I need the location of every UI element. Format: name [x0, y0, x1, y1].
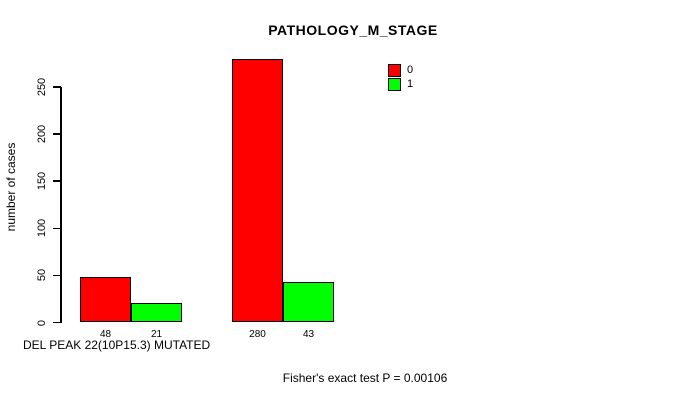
y-tick-mark	[53, 274, 61, 277]
bar-count-label: 21	[150, 329, 163, 340]
legend-row: 1	[388, 77, 413, 91]
bar-series-0-group-2	[232, 58, 283, 323]
y-tick-mark	[53, 133, 61, 135]
y-tick-mark	[53, 86, 61, 88]
y-tick-label: 150	[36, 172, 48, 191]
bar-count-label: 48	[99, 329, 112, 340]
chart-title: PATHOLOGY_M_STAGE	[268, 22, 438, 38]
bar-count-label: 43	[302, 329, 315, 340]
y-tick-mark	[53, 321, 61, 324]
y-tick-label: 200	[36, 124, 48, 144]
legend-row: 0	[388, 63, 413, 77]
y-tick-mark	[53, 180, 61, 182]
bar-series-1-group-2	[283, 281, 334, 323]
bar-count-label: 280	[249, 329, 266, 340]
x-axis-title: DEL PEAK 22(10P15.3) MUTATED	[23, 338, 211, 352]
legend-label: 1	[407, 77, 414, 90]
bar-series-0-group-1	[80, 277, 131, 323]
legend-swatch-1	[388, 77, 401, 91]
y-tick-label: 50	[36, 269, 48, 282]
y-axis-title: number of cases	[4, 142, 18, 232]
fisher-test-annotation: Fisher's exact test P = 0.00106	[282, 371, 448, 385]
legend-swatch-0	[388, 63, 401, 77]
y-tick-label: 0	[36, 319, 48, 326]
y-tick-mark	[53, 227, 61, 230]
y-tick-label: 100	[36, 219, 48, 238]
bar-series-1-group-1	[131, 302, 182, 323]
y-axis-line	[60, 87, 62, 323]
legend-label: 0	[407, 63, 414, 76]
y-tick-label: 250	[36, 77, 48, 97]
